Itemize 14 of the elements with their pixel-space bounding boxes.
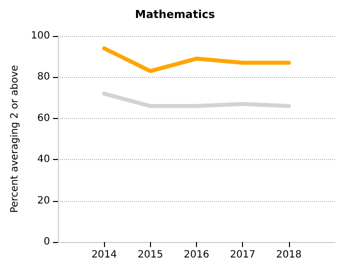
- y-axis-title: Percent averaging 2 or above: [10, 65, 21, 213]
- y-tick-label: 40: [37, 154, 50, 166]
- y-tick-label: 60: [37, 112, 50, 124]
- x-tick-label: 2015: [138, 250, 164, 260]
- x-tick-label: 2017: [230, 250, 256, 260]
- y-tick-label: 0: [44, 236, 50, 248]
- x-tick-label: 2016: [184, 250, 210, 260]
- y-tick-label: 100: [30, 30, 50, 42]
- line-series: [102, 46, 291, 74]
- x-tick-label: 2018: [276, 250, 302, 260]
- y-tick-label: 80: [37, 72, 50, 83]
- chart-title: Mathematics: [135, 8, 216, 21]
- x-tick-label: 2014: [91, 250, 117, 260]
- y-tick-label: 20: [37, 195, 50, 206]
